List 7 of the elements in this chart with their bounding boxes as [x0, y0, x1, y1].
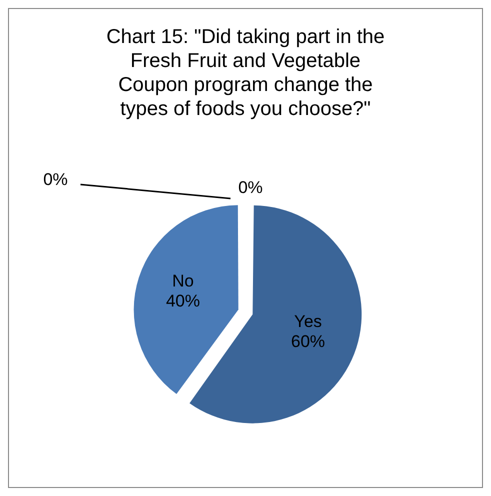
slice-label: Yes [294, 312, 322, 332]
slice-label: No [172, 271, 194, 290]
text: 0% [43, 170, 68, 190]
data-label: 60% [291, 332, 326, 352]
data-label: 40% [166, 291, 200, 310]
chart-title: Chart 15: "Did taking part in the Fresh Fruit and Vegetable Coupon program change the types of foods you choose?" [105, 25, 386, 121]
text: 0% [238, 178, 263, 198]
